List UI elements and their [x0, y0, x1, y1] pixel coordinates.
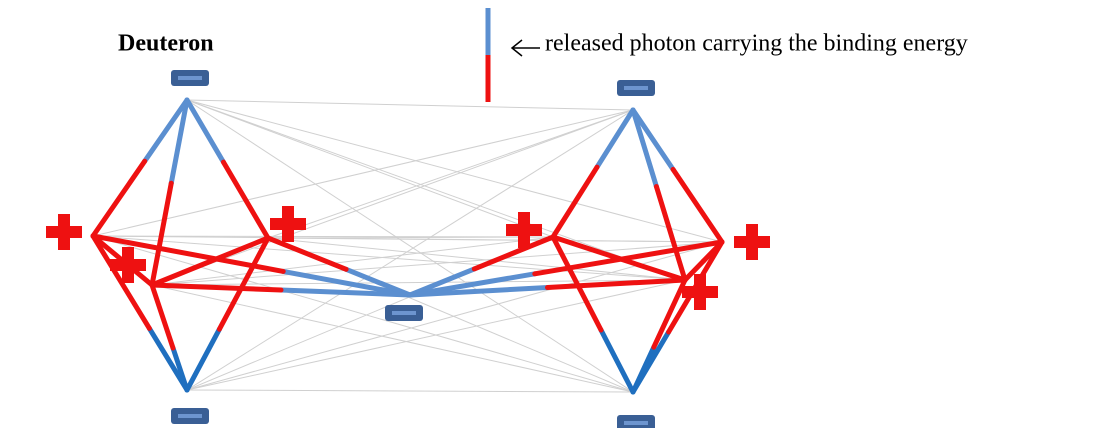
bonds [90, 97, 725, 395]
bond [90, 158, 148, 239]
bond [142, 97, 190, 164]
charges [46, 70, 770, 428]
bond [630, 329, 672, 395]
bond [598, 327, 636, 395]
bond [168, 97, 190, 186]
bond [149, 180, 174, 288]
bond [90, 233, 125, 263]
link [267, 237, 686, 281]
bond [184, 97, 226, 165]
link [151, 236, 554, 286]
plus-charge [734, 224, 770, 260]
bond [149, 282, 176, 351]
bond [216, 235, 271, 332]
bond [407, 285, 550, 298]
bond [149, 259, 213, 288]
thin-links [92, 99, 723, 393]
bond [545, 277, 688, 290]
link [267, 109, 634, 239]
minus-bar [624, 86, 648, 90]
link [186, 241, 723, 391]
title: Deuteron [118, 31, 214, 57]
bond [653, 184, 688, 283]
plus-charge [110, 247, 146, 283]
link [151, 284, 634, 393]
link [267, 236, 554, 239]
bond [532, 239, 725, 277]
minus-bar [624, 421, 648, 425]
plus-charge [506, 212, 542, 248]
link [92, 235, 686, 281]
bond [149, 282, 284, 293]
arrow [510, 39, 540, 57]
bond [343, 266, 413, 298]
minus-bar [392, 311, 416, 315]
bond [280, 268, 413, 298]
link [151, 109, 634, 286]
bond [701, 239, 725, 264]
plus-charge [46, 214, 82, 250]
bond [616, 256, 688, 283]
plus-charge [270, 206, 306, 242]
bond [670, 166, 725, 245]
bond [594, 107, 636, 170]
bond [184, 326, 222, 393]
link [186, 99, 723, 243]
minus-bar [178, 414, 202, 418]
link [186, 109, 634, 391]
bond [682, 258, 706, 283]
link [186, 99, 686, 281]
bond [146, 325, 190, 393]
plus-charge [682, 274, 718, 310]
link [186, 99, 634, 111]
bond [651, 277, 688, 350]
bond [170, 345, 190, 393]
bond [630, 107, 659, 189]
link [186, 99, 554, 238]
link [92, 109, 634, 237]
bond [90, 233, 152, 331]
bond [550, 164, 600, 240]
bond [90, 233, 286, 274]
bond [550, 234, 622, 261]
bond [278, 287, 413, 298]
link [186, 99, 634, 393]
bond [220, 159, 271, 241]
link [267, 237, 723, 243]
legend-label: released photon carrying the binding ene… [545, 31, 968, 57]
bond [265, 235, 349, 272]
link [186, 389, 634, 393]
link [92, 235, 634, 393]
bond [471, 234, 556, 272]
bond [630, 107, 676, 172]
minus-bar [178, 76, 202, 80]
